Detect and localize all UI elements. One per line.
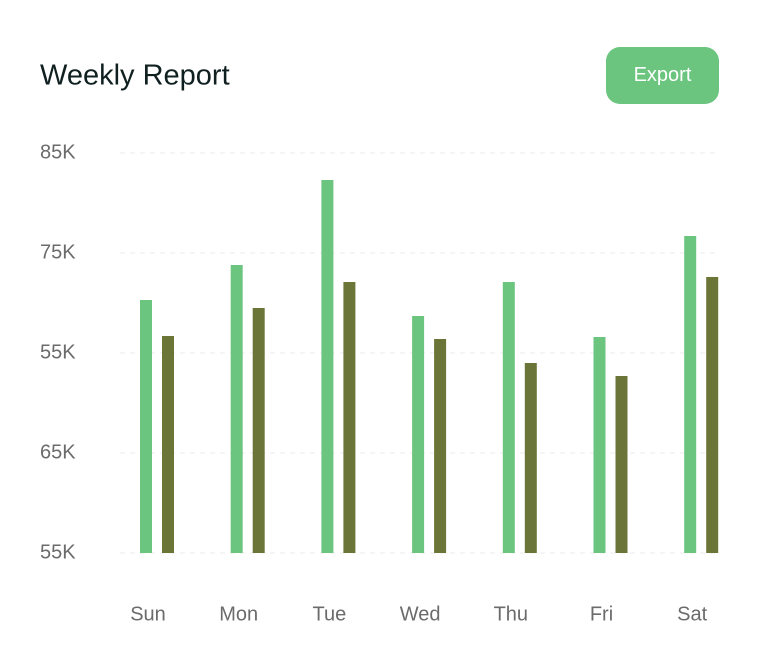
bar (252, 308, 265, 553)
bar (412, 316, 425, 553)
bar (615, 376, 628, 553)
bar (593, 337, 606, 553)
bar (434, 339, 447, 553)
x-tick-label: Tue (313, 603, 347, 625)
bar (706, 277, 719, 553)
x-tick-label: Sat (677, 603, 707, 625)
bar (524, 363, 537, 553)
bar (343, 282, 356, 553)
bar (162, 336, 174, 553)
x-tick-label: Thu (494, 603, 528, 625)
x-tick-label: Mon (219, 603, 258, 625)
y-tick-label: 65K (40, 441, 76, 463)
y-tick-label: 85K (40, 141, 76, 163)
bar (321, 180, 334, 553)
x-tick-label: Fri (590, 603, 613, 625)
bar (502, 282, 515, 553)
bar (140, 300, 152, 553)
bar (230, 265, 243, 553)
x-tick-label: Wed (400, 603, 441, 625)
chart-title: Weekly Report (40, 60, 230, 92)
y-tick-label: 75K (40, 241, 76, 263)
export-button[interactable]: Export (606, 47, 719, 104)
y-tick-label: 55K (40, 341, 76, 363)
bar (684, 236, 697, 553)
x-tick-label: Sun (130, 603, 166, 625)
y-tick-label: 55K (40, 541, 76, 563)
